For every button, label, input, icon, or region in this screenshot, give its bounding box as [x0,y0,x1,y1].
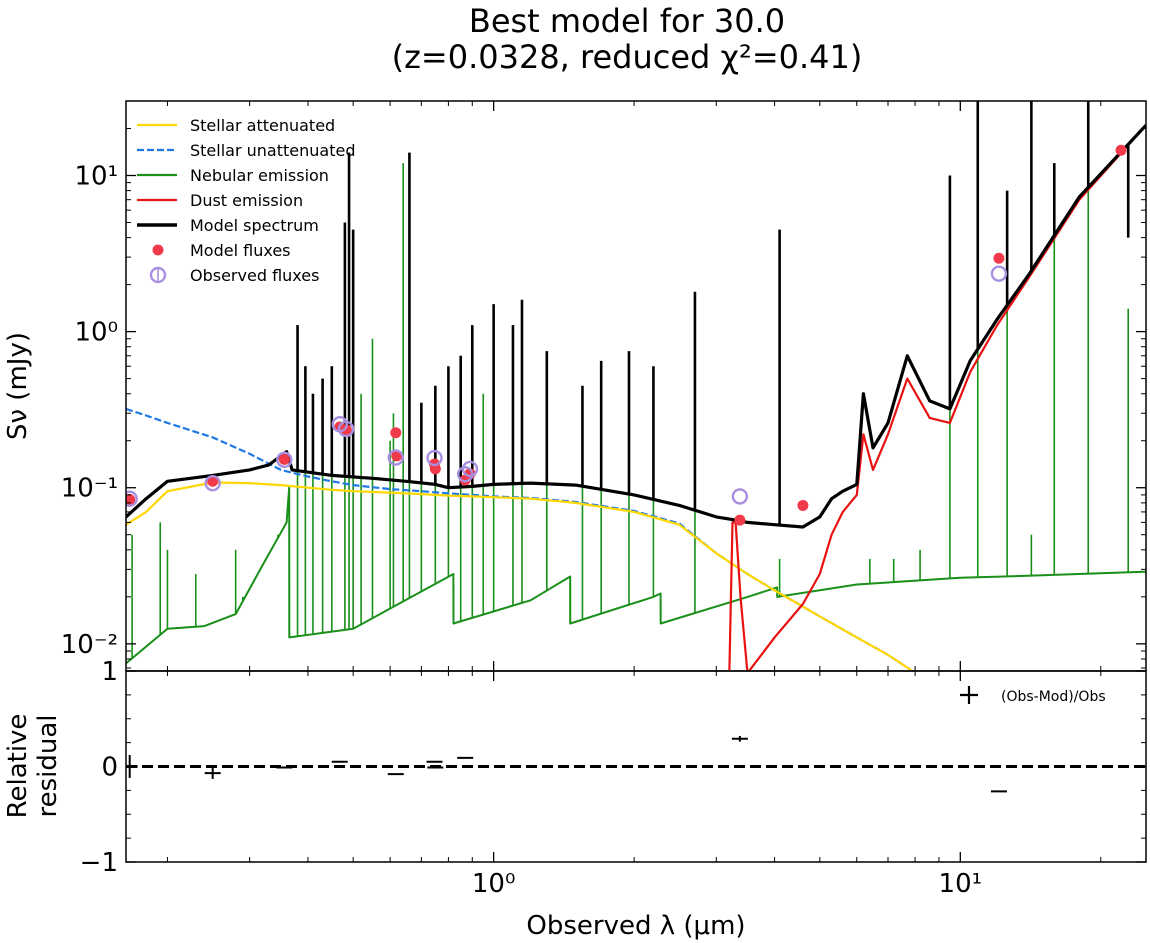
y-tick-label: 10¹ [74,161,118,191]
model-flux-point [993,252,1005,264]
spectrum-plot-area [126,101,1146,671]
spectrum-ticks: 10⁻² 10⁻¹ 10⁰ 10¹ [61,100,1146,671]
x-axis-label: Observed λ (μm) [526,911,745,941]
legend-label: Nebular emission [190,166,329,185]
observed-flux-point [276,451,293,468]
observed-flux-point [126,490,138,507]
stellar-unattenuated-line [126,407,914,671]
observed-flux-point [387,449,404,466]
y-axis-label-spectrum: Sν (mJy) [3,332,33,440]
spectrum-legend: Stellar attenuated Stellar unattenuated Ne… [137,116,355,285]
stellar-attenuated-line [126,481,914,671]
observed-flux-point [426,449,443,467]
model-flux-point [340,424,352,436]
model-flux-point [207,475,219,487]
model-flux-point [1115,144,1127,156]
observed-flux-point [731,488,749,505]
residual-ticks: −1 0 1 10⁰ 10¹ [80,657,1146,899]
observed-flux-point [456,466,474,483]
y-tick-label: 10⁻² [61,630,118,660]
legend-observed-fluxes-swatch [149,266,167,284]
res-y-tick-label: 0 [101,753,118,783]
model-flux-point [797,499,809,511]
spectrum-panel: 10⁻² 10⁻¹ 10⁰ 10¹ [61,100,1147,672]
legend-label: Observed fluxes [190,266,319,285]
y-axis-label-residual-line1: Relative [3,714,33,819]
observed-flux-point [990,265,1008,282]
chart-title-line1: Best model for 30.0 [469,2,785,40]
model-spectrum-line [126,124,1146,529]
y-tick-label: 10⁻¹ [61,474,118,504]
observed-flux-point [461,460,479,478]
legend-label: Model spectrum [190,216,319,235]
nebular-emission-line [126,486,1146,665]
legend-model-fluxes-swatch [152,244,164,256]
spectrum-frame [125,100,1147,672]
chart-title-line2: (z=0.0328, reduced χ²=0.41) [392,38,863,76]
y-axis-label-residual-line2: residual [33,714,63,817]
legend-label: Model fluxes [190,241,291,260]
legend-label: Stellar unattenuated [190,141,355,160]
residual-frame [125,670,1147,863]
legend-label: Stellar attenuated [190,116,335,135]
res-y-tick-label: 1 [101,657,118,687]
model-flux-point [429,463,441,475]
model-flux-point [734,514,746,526]
x-tick-label: 10¹ [939,869,983,899]
residual-legend: (Obs-Mod)/Obs [960,686,1106,705]
model-flux-point [126,494,136,506]
model-flux-point [278,453,290,465]
y-tick-label: 10⁰ [74,318,118,348]
x-tick-label: 10⁰ [472,869,516,899]
model-flux-point [390,427,402,439]
res-legend-label: (Obs-Mod)/Obs [1001,689,1106,705]
observed-flux-point [337,420,355,438]
res-y-tick-label: −1 [80,848,118,878]
residual-plot-area [126,735,1146,793]
residual-panel: −1 0 1 10⁰ 10¹ [80,657,1147,899]
dust-emission-line [728,124,1146,671]
legend-label: Dust emission [190,191,303,210]
observed-flux-point [204,474,221,492]
